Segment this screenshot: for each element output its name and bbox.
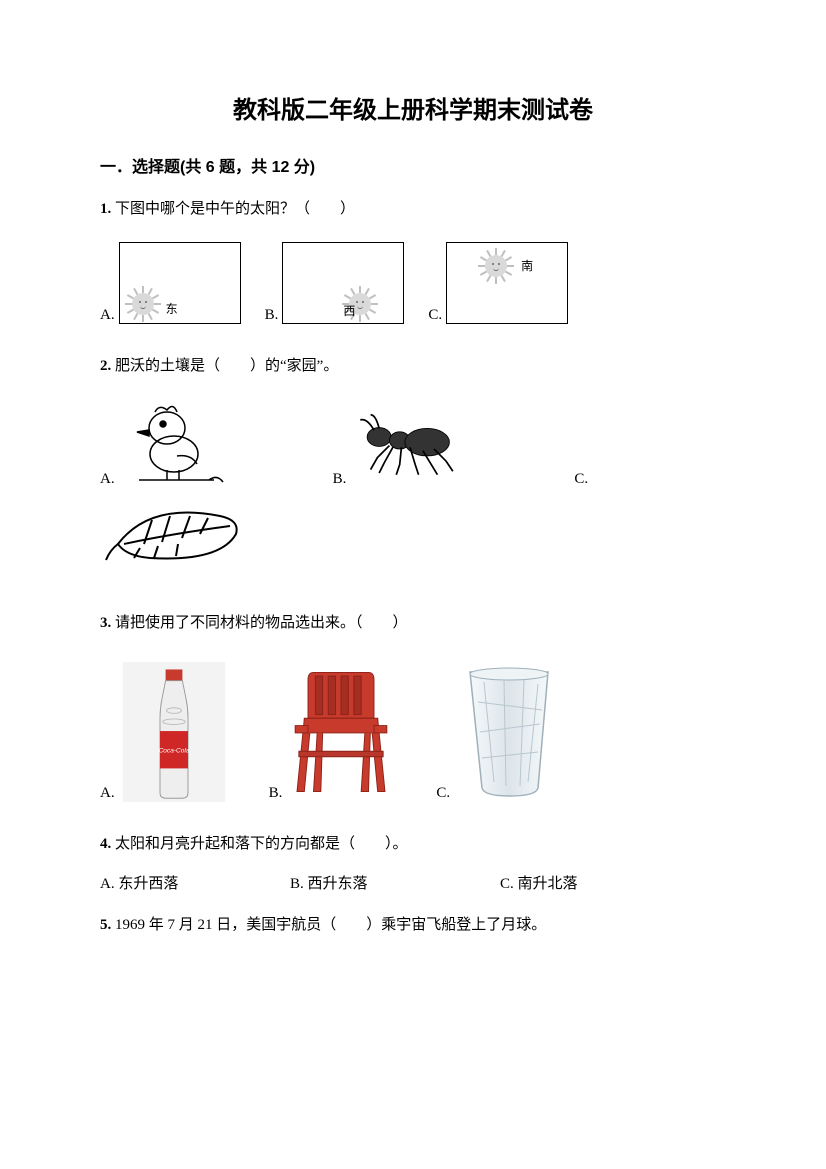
- q5-number: 5.: [100, 917, 111, 933]
- question-5: 5. 1969 年 7 月 21 日，美国宇航员（ ）乘宇宙飞船登上了月球。: [100, 911, 726, 940]
- sunbox-west: 西: [282, 242, 404, 324]
- q1-options-row: A. 东: [100, 242, 726, 324]
- section-heading: 一．选择题(共 6 题，共 12 分): [100, 153, 726, 177]
- q3-optC-label: C.: [436, 785, 450, 802]
- sun-icon: [479, 249, 513, 283]
- exam-page: 教科版二年级上册科学期末测试卷 一．选择题(共 6 题，共 12 分) 1. 下…: [0, 0, 826, 994]
- q3-option-a: A. Coca-Cola: [100, 662, 229, 802]
- q4-optA: A. 东升西落: [100, 872, 290, 893]
- q2-options-row: A. B.: [100, 398, 726, 488]
- q3-optA-label: A.: [100, 785, 115, 802]
- direction-label-south: 南: [521, 257, 533, 274]
- q4-optC: C. 南升北落: [500, 872, 578, 893]
- q4-optB: B. 西升东落: [290, 872, 500, 893]
- q2-optC-label: C.: [574, 471, 588, 488]
- q4-text: 太阳和月亮升起和落下的方向都是（ ）。: [115, 836, 408, 852]
- q2-option-c-image-row: [100, 494, 726, 579]
- bird-icon: [119, 398, 239, 488]
- sunbox-east: 东: [119, 242, 241, 324]
- q2-text: 肥沃的土壤是（ ）的“家园”。: [115, 358, 338, 374]
- chair-icon: [286, 662, 396, 802]
- q4-number: 4.: [100, 836, 111, 852]
- question-4: 4. 太阳和月亮升起和落下的方向都是（ ）。: [100, 830, 726, 859]
- svg-text:Coca-Cola: Coca-Cola: [158, 747, 189, 754]
- q1-option-a: A. 东: [100, 242, 241, 324]
- sunbox-south: 南: [446, 242, 568, 324]
- ant-icon: [350, 398, 470, 488]
- q2-option-a: A.: [100, 398, 239, 488]
- sun-icon: [126, 287, 160, 321]
- q1-optC-label: C.: [428, 307, 442, 324]
- q1-text: 下图中哪个是中午的太阳？（ ）: [115, 201, 355, 217]
- question-1: 1. 下图中哪个是中午的太阳？（ ）: [100, 195, 726, 224]
- bottle-icon: Coca-Cola: [119, 662, 229, 802]
- q4-options-row: A. 东升西落 B. 西升东落 C. 南升北落: [100, 872, 726, 893]
- question-2: 2. 肥沃的土壤是（ ）的“家园”。: [100, 352, 726, 381]
- q1-option-b: B. 西: [265, 242, 405, 324]
- q3-optB-label: B.: [269, 785, 283, 802]
- q1-optB-label: B.: [265, 307, 279, 324]
- q2-option-b: B.: [333, 398, 471, 488]
- direction-label-east: 东: [166, 300, 178, 317]
- q5-text: 1969 年 7 月 21 日，美国宇航员（ ）乘宇宙飞船登上了月球。: [115, 917, 546, 933]
- question-3: 3. 请把使用了不同材料的物品选出来。（ ）: [100, 609, 726, 638]
- q2-number: 2.: [100, 358, 111, 374]
- q3-text: 请把使用了不同材料的物品选出来。（ ）: [115, 615, 408, 631]
- q3-options-row: A. Coca-Cola B.: [100, 662, 726, 802]
- q1-option-c: C. 南: [428, 242, 568, 324]
- q2-optB-label: B.: [333, 471, 347, 488]
- q3-option-b: B.: [269, 662, 397, 802]
- q2-option-c: C.: [574, 471, 592, 488]
- glass-icon: [454, 662, 564, 802]
- q1-optA-label: A.: [100, 307, 115, 324]
- page-title: 教科版二年级上册科学期末测试卷: [100, 90, 726, 125]
- direction-label-west: 西: [343, 302, 355, 319]
- leaf-icon: [100, 494, 260, 574]
- q1-number: 1.: [100, 201, 111, 217]
- q3-option-c: C.: [436, 662, 564, 802]
- q3-number: 3.: [100, 615, 111, 631]
- q2-optA-label: A.: [100, 471, 115, 488]
